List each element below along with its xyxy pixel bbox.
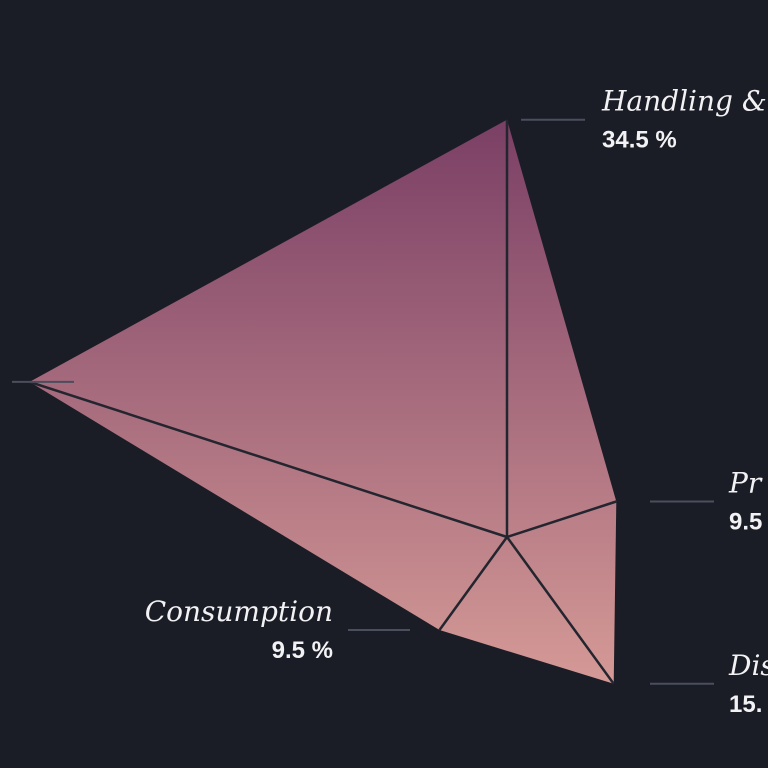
- spoke-4: [29, 380, 508, 539]
- radar-area: [29, 119, 617, 684]
- category-label-0: Handling &: [601, 85, 767, 118]
- value-label-3: 9.5 %: [272, 637, 333, 664]
- category-label-1: Pr: [728, 467, 763, 500]
- value-label-1: 9.5: [729, 509, 762, 536]
- category-labels: Handling & 34.5 % Pr 9.5 Dis 15. Consumption 9.…: [145, 85, 768, 718]
- radar-spokes: [29, 119, 617, 685]
- value-label-0: 34.5 %: [602, 127, 677, 154]
- spoke-2: [505, 536, 615, 685]
- label-leaders: [12, 118, 714, 685]
- spoke-1: [506, 500, 617, 539]
- value-label-2: 15.: [729, 691, 762, 718]
- category-label-3: Consumption: [145, 595, 333, 628]
- category-label-2: Dis: [728, 649, 768, 682]
- spoke-3: [438, 536, 509, 631]
